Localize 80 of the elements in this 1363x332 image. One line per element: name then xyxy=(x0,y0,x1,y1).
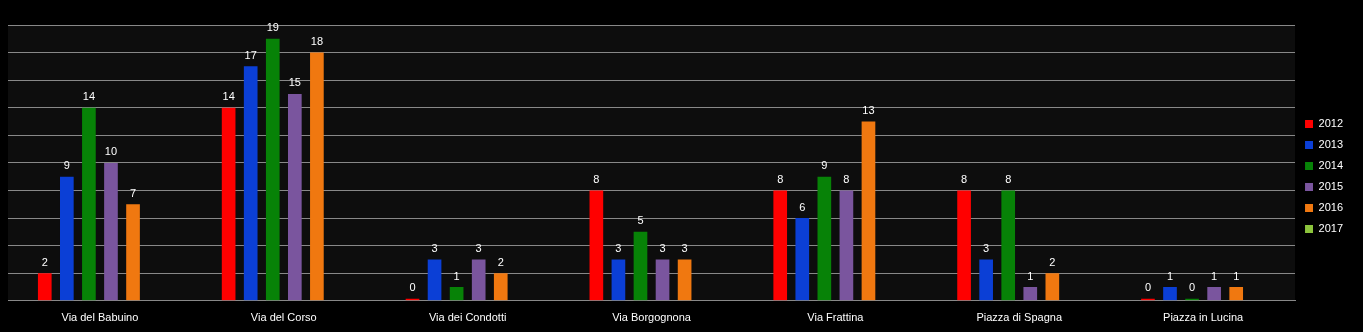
data-label: 8 xyxy=(777,173,784,186)
data-label: 5 xyxy=(637,214,644,227)
bar xyxy=(427,259,442,301)
data-label: 6 xyxy=(799,200,806,213)
legend-label: 2016 xyxy=(1318,201,1344,214)
bar xyxy=(839,190,854,301)
data-label: 15 xyxy=(288,76,301,89)
data-label: 3 xyxy=(681,241,688,254)
data-label: 0 xyxy=(1144,281,1151,294)
data-label: 3 xyxy=(659,241,666,254)
legend-label: 2014 xyxy=(1318,159,1344,172)
data-label: 0 xyxy=(1189,281,1196,294)
bar xyxy=(1045,273,1060,301)
data-label: 1 xyxy=(1211,269,1218,282)
data-label: 8 xyxy=(961,173,968,186)
data-label: 2 xyxy=(497,255,504,268)
data-label: 3 xyxy=(983,241,990,254)
data-label: 3 xyxy=(475,241,482,254)
bar xyxy=(611,259,626,301)
data-label: 3 xyxy=(431,241,438,254)
bar xyxy=(310,52,324,301)
bar xyxy=(795,218,810,301)
legend-label: 2013 xyxy=(1318,138,1344,151)
data-label: 1 xyxy=(453,269,460,282)
data-label: 1 xyxy=(1233,269,1240,282)
bar xyxy=(817,176,832,301)
bar xyxy=(449,287,464,301)
bar xyxy=(60,176,74,301)
bar xyxy=(957,190,971,301)
legend-label: 2012 xyxy=(1318,117,1344,130)
data-label: 9 xyxy=(821,159,828,172)
bar xyxy=(773,190,788,301)
data-label: 13 xyxy=(862,104,875,117)
data-label: 18 xyxy=(310,35,324,48)
bar xyxy=(979,259,993,301)
data-label: 14 xyxy=(82,90,96,103)
bar xyxy=(1023,287,1038,301)
x-tick-label: Via Frattina xyxy=(807,311,865,324)
x-tick-label: Via del Corso xyxy=(250,311,317,324)
bar xyxy=(243,66,258,301)
legend-label: 2017 xyxy=(1318,222,1344,235)
bar xyxy=(589,190,604,301)
bar xyxy=(1207,287,1221,301)
bar xyxy=(471,259,486,301)
bar xyxy=(1001,190,1016,301)
data-label: 10 xyxy=(104,145,118,158)
bar xyxy=(126,204,140,301)
data-label: 17 xyxy=(244,48,257,61)
data-label: 9 xyxy=(63,159,70,172)
bar xyxy=(1229,287,1244,301)
data-label: 19 xyxy=(266,21,279,34)
bar xyxy=(655,259,670,301)
x-tick-label: Piazza di Spagna xyxy=(976,311,1063,324)
data-label: 8 xyxy=(1005,173,1012,186)
data-label: 7 xyxy=(129,186,137,199)
data-label: 8 xyxy=(593,173,600,186)
bar xyxy=(861,121,876,301)
bar xyxy=(265,38,280,301)
x-tick-label: Via Borgognona xyxy=(612,311,692,324)
x-tick-label: Via dei Condotti xyxy=(428,311,507,324)
bar xyxy=(82,107,96,301)
x-tick-label: Piazza in Lucina xyxy=(1163,311,1245,324)
data-label: 1 xyxy=(1166,269,1174,282)
legend-label: 2015 xyxy=(1318,180,1344,193)
bar xyxy=(37,273,52,301)
data-label: 8 xyxy=(843,173,850,186)
bar xyxy=(677,259,692,301)
bar xyxy=(493,273,508,301)
data-label: 14 xyxy=(222,90,235,103)
data-label: 0 xyxy=(409,281,416,294)
data-label: 3 xyxy=(615,241,622,254)
bar xyxy=(633,231,648,301)
data-label: 2 xyxy=(41,255,48,268)
bar xyxy=(221,107,236,301)
data-label: 2 xyxy=(1049,255,1056,268)
data-label: 1 xyxy=(1027,269,1034,282)
bar xyxy=(287,93,302,301)
bar xyxy=(104,162,118,301)
x-tick-label: Via del Babuino xyxy=(61,311,139,324)
bar xyxy=(1163,287,1177,301)
